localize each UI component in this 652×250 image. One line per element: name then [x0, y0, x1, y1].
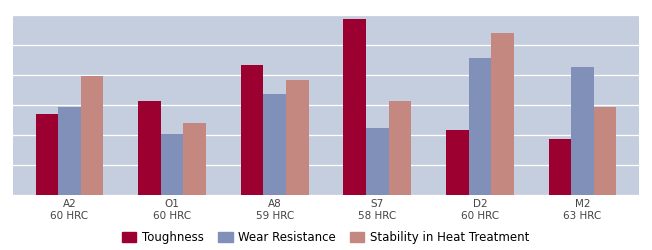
Bar: [366, 128, 389, 195]
Bar: [36, 114, 58, 195]
Bar: [491, 33, 514, 195]
Bar: [138, 102, 161, 195]
Bar: [81, 76, 103, 195]
Bar: [344, 18, 366, 195]
Bar: [241, 66, 263, 195]
Bar: [286, 80, 308, 195]
Bar: [389, 102, 411, 195]
Bar: [58, 107, 81, 195]
Bar: [594, 107, 616, 195]
Bar: [571, 67, 594, 195]
Bar: [469, 58, 491, 195]
Bar: [446, 130, 469, 195]
Bar: [549, 139, 571, 195]
Legend: Toughness, Wear Resistance, Stability in Heat Treatment: Toughness, Wear Resistance, Stability in…: [122, 231, 530, 244]
Bar: [161, 134, 183, 195]
Bar: [263, 94, 286, 195]
Bar: [183, 123, 206, 195]
